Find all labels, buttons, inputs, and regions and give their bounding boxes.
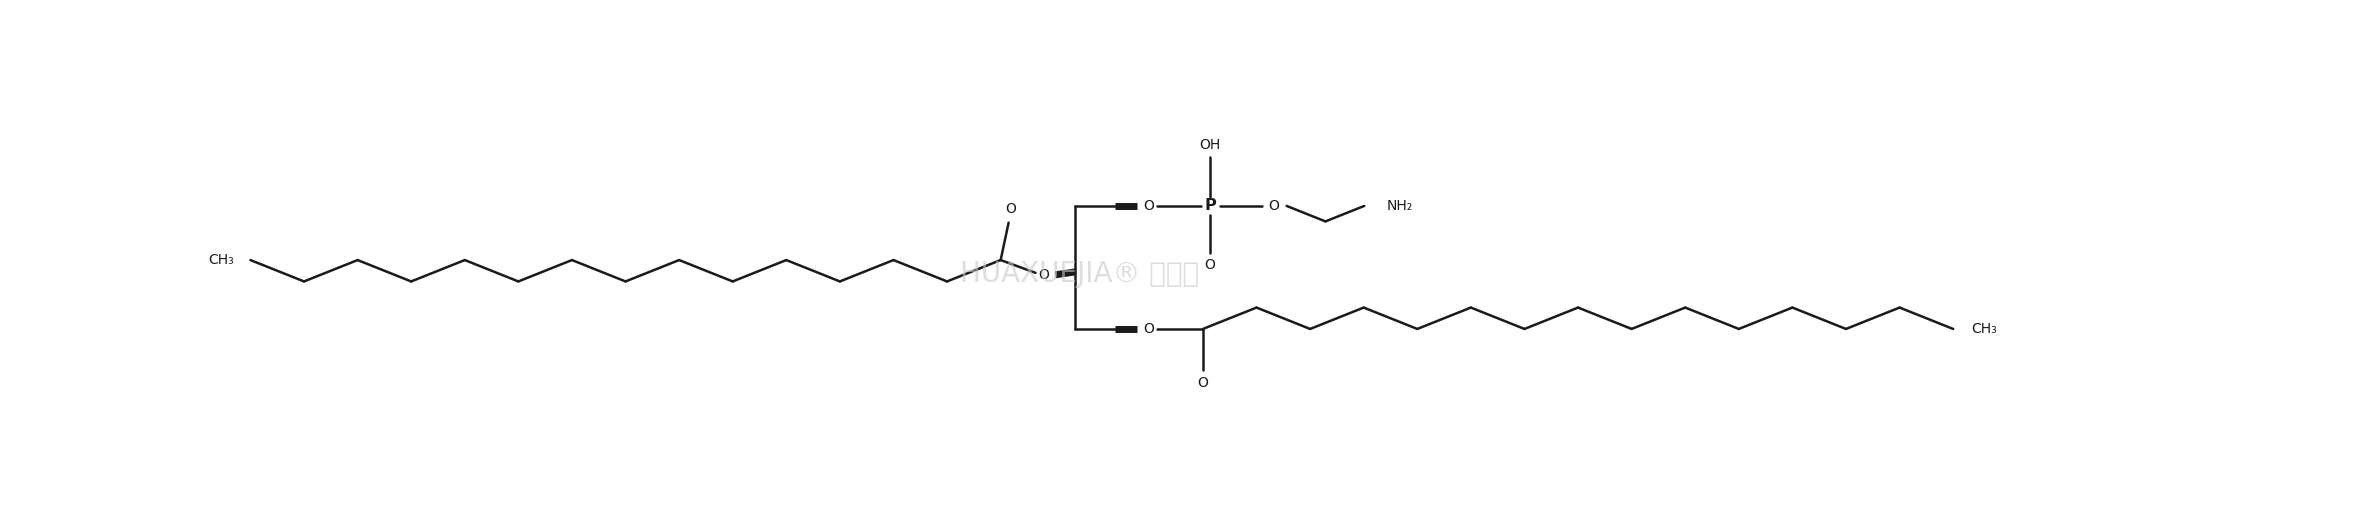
Text: NH₂: NH₂ — [1385, 199, 1411, 213]
Text: O: O — [1205, 258, 1214, 272]
Text: O: O — [1269, 199, 1279, 213]
Text: CH₃: CH₃ — [209, 253, 235, 267]
Text: CH₃: CH₃ — [1971, 322, 1997, 336]
Text: O: O — [1006, 202, 1015, 216]
Text: O: O — [1143, 322, 1155, 336]
Text: P: P — [1205, 199, 1217, 213]
Text: O: O — [1039, 268, 1048, 282]
Text: HUAXUEJIA® 化学加: HUAXUEJIA® 化学加 — [961, 260, 1200, 288]
Text: O: O — [1143, 199, 1155, 213]
Text: OH: OH — [1200, 138, 1222, 152]
Text: O: O — [1198, 376, 1207, 390]
